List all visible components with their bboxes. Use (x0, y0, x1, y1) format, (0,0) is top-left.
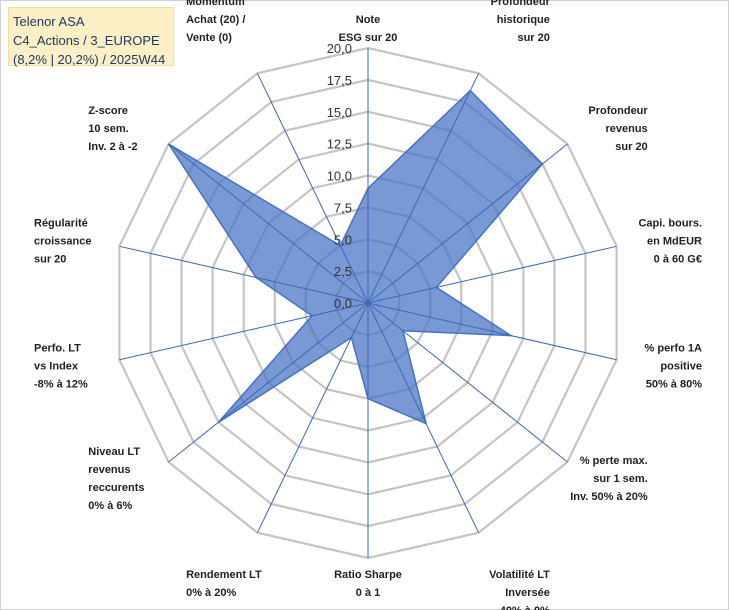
title-stats: (8,2% | 20,2%) / 2025W44 (13, 52, 166, 67)
tick-label: 7,5 (334, 200, 352, 215)
spoke-2 (367, 143, 568, 304)
axis-label-line: croissance (34, 236, 91, 248)
axis-label-line: Rendement LT (186, 569, 262, 581)
axis-label-13: Momentum Achat (20) / Vente (0) (186, 0, 245, 44)
axis-label-line: positive (660, 361, 702, 373)
title-category: C4_Actions / 3_EUROPE (13, 33, 160, 48)
axis-label-line: historique (497, 14, 550, 26)
tick-label: 15,0 (327, 105, 352, 120)
axis-label-12: Z-score 10 sem. Inv. 2 à -2 (88, 105, 137, 153)
axis-label-line: Inv. 2 à -2 (88, 141, 137, 153)
axis-label-line: Profondeur (491, 0, 551, 8)
axis-label-line: Profondeur (588, 105, 648, 117)
radar-spokes (119, 48, 617, 558)
spoke-10 (119, 302, 369, 361)
axis-label-line: 0 à 60 G€ (654, 254, 702, 266)
axis-label-line: Capi. bours. (638, 218, 702, 230)
axis-label-line: % perfo 1A (645, 343, 703, 355)
axis-label-line: 50% à 80% (646, 379, 702, 391)
axis-label-5: % perte max. sur 1 sem. Inv. 50% à 20% (570, 455, 648, 503)
axis-label-line: reccurents (88, 482, 144, 494)
axis-label-line: 0 à 1 (356, 587, 380, 599)
tick-label: 5,0 (334, 232, 352, 247)
axis-label-line: Ratio Sharpe (334, 569, 402, 581)
tick-label: 10,0 (327, 169, 352, 184)
axis-label-line: ESG sur 20 (339, 32, 398, 44)
axis-label-line: revenus (88, 464, 130, 476)
axis-label-line: en MdEUR (647, 236, 702, 248)
radar-ticks: 0,0 2,5 5,0 7,5 10,0 12,5 15,0 17,5 20,0 (327, 41, 352, 311)
axis-label-6: Volatilité LT Inversée 40% à 0% (489, 569, 550, 610)
spoke-3 (367, 245, 617, 304)
axis-label-line: Inversée (505, 587, 550, 599)
axis-label-7: Ratio Sharpe 0 à 1 (334, 569, 402, 599)
axis-label-line: Achat (20) / (186, 14, 245, 26)
axis-label-line: 40% à 0% (500, 605, 550, 610)
axis-label-10: Perfo. LT vs Index -8% à 12% (34, 343, 88, 391)
axis-label-line: Note (356, 14, 380, 26)
axis-label-line: Momentum (186, 0, 245, 8)
spoke-11 (119, 245, 369, 304)
axis-label-line: Z-score (88, 105, 128, 117)
tick-label: 12,5 (327, 137, 352, 152)
tick-label: 0,0 (334, 296, 352, 311)
axis-label-11: Régularité croissance sur 20 (34, 218, 91, 266)
axis-label-line: 10 sem. (88, 123, 128, 135)
axis-label-line: sur 20 (34, 254, 66, 266)
axis-label-line: sur 20 (615, 141, 647, 153)
axis-label-line: sur 20 (517, 32, 549, 44)
spoke-1 (367, 73, 480, 304)
axis-label-2: Profondeur revenus sur 20 (588, 105, 648, 153)
tick-label: 20,0 (327, 41, 352, 56)
axis-label-line: Perfo. LT (34, 343, 81, 355)
spoke-5 (367, 302, 568, 463)
spoke-12 (168, 143, 369, 304)
axis-label-line: revenus (605, 123, 647, 135)
axis-label-line: Vente (0) (186, 32, 232, 44)
spoke-6 (367, 302, 480, 533)
tick-label: 2,5 (334, 264, 352, 279)
axis-label-line: Régularité (34, 218, 88, 230)
axis-label-line: 0% à 20% (186, 587, 236, 599)
axis-label-line: vs Index (34, 361, 79, 373)
axis-label-3: Capi. bours. en MdEUR 0 à 60 G€ (638, 218, 702, 266)
axis-label-line: 0% à 6% (88, 500, 132, 512)
axis-label-1: Profondeur historique sur 20 (491, 0, 551, 44)
spoke-8 (256, 302, 369, 533)
axis-label-line: -8% à 12% (34, 379, 88, 391)
axis-label-line: % perte max. (580, 455, 648, 467)
spoke-9 (168, 302, 369, 463)
axis-label-line: Inv. 50% à 20% (570, 491, 648, 503)
chart-title-box: Telenor ASA C4_Actions / 3_EUROPE (8,2% … (8, 7, 174, 67)
title-company: Telenor ASA (13, 14, 85, 29)
radar-axis-labels: Note ESG sur 20 Profondeur historique sur 20… (34, 0, 702, 610)
spoke-4 (367, 302, 617, 361)
axis-label-0: Note ESG sur 20 (339, 14, 398, 44)
axis-label-line: Volatilité LT (489, 569, 550, 581)
axis-label-8: Rendement LT 0% à 20% (186, 569, 262, 599)
spoke-13 (256, 73, 369, 304)
axis-label-9: Niveau LT revenus reccurents 0% à 6% (88, 446, 144, 512)
tick-label: 17,5 (327, 73, 352, 88)
axis-label-line: sur 1 sem. (593, 473, 647, 485)
axis-label-line: Niveau LT (88, 446, 140, 458)
axis-label-4: % perfo 1A positive 50% à 80% (645, 343, 703, 391)
